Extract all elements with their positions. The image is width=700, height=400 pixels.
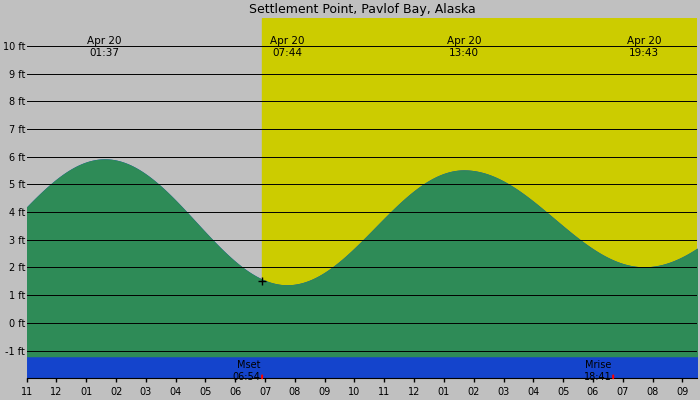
Text: Apr 20
07:44: Apr 20 07:44 [270,36,304,58]
Text: Apr 20
01:37: Apr 20 01:37 [88,36,122,58]
Text: Apr 20
13:40: Apr 20 13:40 [447,36,481,58]
Text: Mset
06:54: Mset 06:54 [232,360,260,382]
Bar [613,18,697,378]
Text: Mrise
18:41: Mrise 18:41 [584,360,612,382]
Title: Settlement Point, Pavlof Bay, Alaska: Settlement Point, Pavlof Bay, Alaska [248,3,475,16]
Bar [262,18,613,378]
Text: Apr 20
19:43: Apr 20 19:43 [626,36,662,58]
